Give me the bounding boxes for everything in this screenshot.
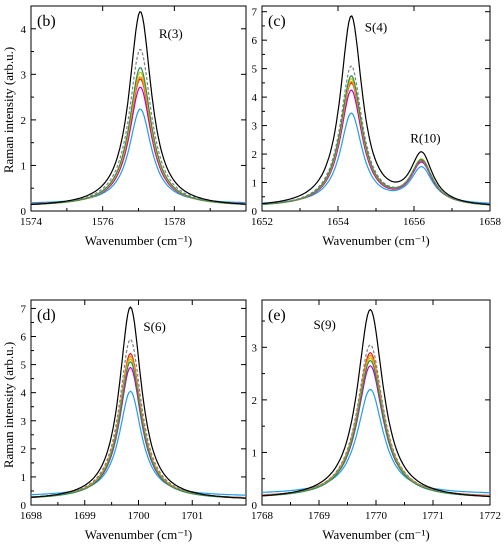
x-tick-label: 1768 [251, 510, 274, 522]
y-tick-label: 2 [21, 115, 27, 127]
y-tick-label: 0 [21, 206, 27, 218]
panel-b: 1574 1576 1578 0 1 2 3 4 (b) R(3) Wavenumber (cm⁻¹… [20, 5, 247, 248]
y-tick-label: 4 [21, 388, 27, 400]
spectrum-series-1 [31, 11, 246, 205]
x-tick-label: 1770 [365, 510, 388, 522]
panel-label: (b) [37, 13, 56, 30]
spectrum-series-1 [261, 308, 490, 498]
y-tick-label: 3 [21, 69, 27, 81]
peak-annotation: R(10) [410, 131, 440, 146]
spectrum-series-6 [31, 352, 246, 499]
x-axis-label: Wavenumber (cm⁻¹) [85, 527, 193, 542]
panel-e: 1768 1769 1770 1771 1772 0 1 2 3 (e) S(9) Wavenumbe… [251, 299, 501, 542]
y-tick-label: 0 [21, 500, 27, 512]
y-tick-label: 5 [21, 360, 27, 372]
y-tick-label: 1 [21, 160, 27, 172]
peak-annotation: R(3) [159, 26, 183, 41]
y-tick-label: 5 [252, 64, 258, 76]
x-axis-label: Wavenumber (cm⁻¹) [322, 233, 430, 248]
x-tick-label: 1658 [479, 216, 502, 228]
panel-d: 1698 1699 1700 1701 0 1 2 3 4 5 6 7 (d) S(6) Wavenumbe… [20, 299, 247, 542]
spectrum-series-2 [261, 344, 491, 497]
spectrum-series-8 [261, 112, 491, 204]
x-tick-label: 1771 [422, 510, 444, 522]
panel-label: (e) [268, 307, 286, 324]
y-tick-label: 1 [252, 447, 258, 459]
x-tick-label: 1578 [163, 216, 186, 228]
spectrum-series-6 [261, 82, 491, 206]
spectrum-series-2 [261, 65, 491, 206]
spectrum-series-5 [30, 76, 246, 205]
y-tick-label: 0 [252, 206, 258, 218]
y-axis-label-bottom: Raman intensity (arb.u.) [1, 342, 16, 468]
spectrum-series-8 [262, 388, 490, 494]
y-tick-label: 1 [21, 472, 27, 484]
y-tick-label: 2 [21, 444, 27, 456]
spectrum-series-7 [31, 366, 246, 499]
peak-annotation: S(6) [143, 319, 165, 334]
y-tick-label: 3 [252, 342, 258, 354]
y-tick-label: 7 [21, 303, 27, 315]
spectrum-series-7 [261, 89, 491, 206]
spectrum-series-7 [30, 86, 246, 205]
x-axis-label: Wavenumber (cm⁻¹) [322, 527, 430, 542]
x-tick-label: 1772 [479, 510, 501, 522]
spectrum-series-3 [30, 361, 246, 499]
spectrum-series-3 [261, 359, 491, 497]
x-tick-label: 1701 [181, 510, 203, 522]
peak-annotation: S(4) [365, 20, 387, 35]
x-tick-label: 1656 [403, 216, 426, 228]
x-tick-label: 1700 [128, 510, 151, 522]
spectrum-series-7 [262, 365, 490, 496]
x-tick-label: 1576 [92, 216, 115, 228]
x-tick-label: 1654 [327, 216, 350, 228]
x-tick-label: 1574 [20, 216, 43, 228]
spectrum-series-1 [30, 306, 247, 499]
spectrum-series-3 [261, 75, 491, 206]
spectrum-series-4 [261, 77, 491, 206]
y-tick-label: 2 [252, 395, 258, 407]
panel-label: (c) [268, 13, 286, 30]
y-tick-label: 0 [252, 500, 258, 512]
spectrum-series-5 [30, 355, 247, 499]
peak-annotation: S(9) [314, 317, 336, 332]
y-tick-label: 6 [252, 35, 258, 47]
spectrum-series-8 [30, 390, 247, 496]
y-tick-label: 3 [21, 416, 27, 428]
y-tick-label: 6 [21, 332, 27, 344]
plot-frame [30, 5, 247, 212]
spectrum-series-1 [261, 15, 491, 206]
spectrum-series-4 [31, 71, 246, 205]
y-tick-label: 4 [252, 92, 258, 104]
panel-label: (d) [37, 307, 56, 324]
x-tick-label: 1769 [308, 510, 331, 522]
panel-c: 1652 1654 1656 1658 0 1 2 3 4 5 6 7 (c) S(4) R(10) Wave… [251, 5, 502, 248]
y-tick-label: 7 [252, 7, 258, 19]
spectrum-series-5 [261, 80, 491, 206]
y-tick-label: 2 [252, 149, 258, 161]
x-tick-label: 1699 [74, 510, 97, 522]
x-axis-label: Wavenumber (cm⁻¹) [85, 233, 193, 248]
x-tick-label: 1698 [20, 510, 43, 522]
y-tick-label: 3 [252, 121, 258, 133]
plot-frame [261, 5, 491, 212]
spectrum-series-8 [31, 108, 247, 204]
y-tick-label: 1 [252, 178, 258, 190]
spectrum-series-6 [30, 78, 247, 205]
y-tick-label: 4 [21, 24, 27, 36]
spectrum-series-2 [30, 48, 246, 205]
x-tick-label: 1652 [251, 216, 273, 228]
y-axis-label-top: Raman intensity (arb.u.) [1, 47, 16, 173]
